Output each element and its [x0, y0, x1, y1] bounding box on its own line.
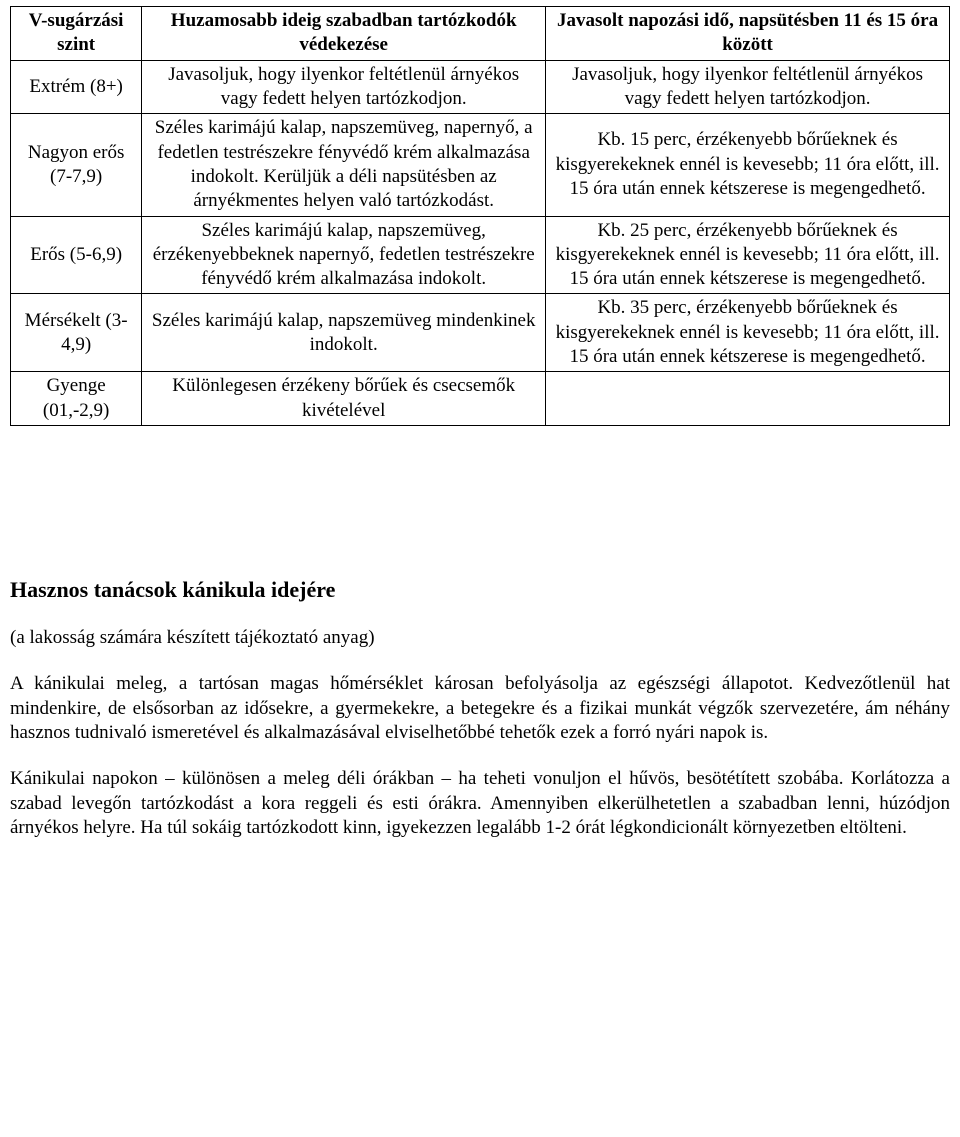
cell-protection: Széles karimájú kalap, napszemüveg, érzé… [142, 216, 546, 294]
page: V-sugárzási szint Huzamosabb ideig szaba… [0, 0, 960, 1137]
header-suntime: Javasolt napozási idő, napsütésben 11 és… [546, 7, 950, 61]
cell-suntime: Javasoljuk, hogy ilyenkor feltétlenül ár… [546, 60, 950, 114]
cell-protection: Széles karimájú kalap, napszemüveg minde… [142, 294, 546, 372]
table-row: Mérsékelt (3-4,9) Széles karimájú kalap,… [11, 294, 950, 372]
table-row: Extrém (8+) Javasoljuk, hogy ilyenkor fe… [11, 60, 950, 114]
article-paragraph: Kánikulai napokon – különösen a meleg dé… [10, 767, 950, 840]
table-row: Nagyon erős (7-7,9) Széles karimájú kala… [11, 114, 950, 216]
cell-protection: Különlegesen érzékeny bőrűek és csecsemő… [142, 372, 546, 426]
cell-level: Nagyon erős (7-7,9) [11, 114, 142, 216]
header-level: V-sugárzási szint [11, 7, 142, 61]
table-row: Gyenge (01,-2,9) Különlegesen érzékeny b… [11, 372, 950, 426]
table-header-row: V-sugárzási szint Huzamosabb ideig szaba… [11, 7, 950, 61]
cell-suntime: Kb. 15 perc, érzékenyebb bőrűeknek és ki… [546, 114, 950, 216]
cell-level: Extrém (8+) [11, 60, 142, 114]
cell-level: Erős (5-6,9) [11, 216, 142, 294]
cell-suntime: Kb. 35 perc, érzékenyebb bőrűeknek és ki… [546, 294, 950, 372]
cell-protection: Széles karimájú kalap, napszemüveg, nape… [142, 114, 546, 216]
cell-suntime: Kb. 25 perc, érzékenyebb bőrűeknek és ki… [546, 216, 950, 294]
table-row: Erős (5-6,9) Széles karimájú kalap, naps… [11, 216, 950, 294]
cell-level: Gyenge (01,-2,9) [11, 372, 142, 426]
article-subtitle: (a lakosság számára készített tájékoztat… [10, 626, 950, 650]
uv-table: V-sugárzási szint Huzamosabb ideig szaba… [10, 6, 950, 426]
article-paragraph: A kánikulai meleg, a tartósan magas hőmé… [10, 672, 950, 745]
cell-protection: Javasoljuk, hogy ilyenkor feltétlenül ár… [142, 60, 546, 114]
article-heading: Hasznos tanácsok kánikula idejére [10, 576, 950, 604]
cell-level: Mérsékelt (3-4,9) [11, 294, 142, 372]
cell-suntime [546, 372, 950, 426]
header-protection: Huzamosabb ideig szabadban tartózkodók v… [142, 7, 546, 61]
